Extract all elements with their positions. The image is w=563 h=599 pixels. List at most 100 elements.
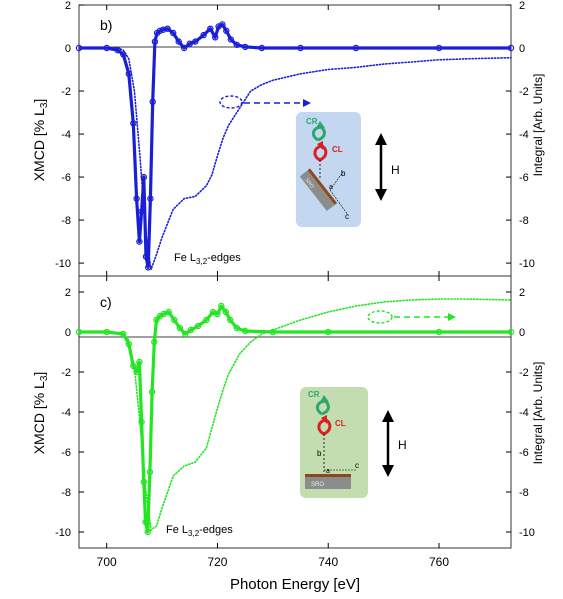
panel-b-cr-arrowhead-icon [316, 121, 325, 128]
panel-b-data-point [159, 26, 167, 33]
panel-b-data-point [136, 238, 143, 245]
panel-c-integral-arrowhead [448, 313, 456, 321]
panel-c-data-point [140, 478, 147, 486]
panel-c-data-point [194, 322, 202, 330]
panel-c-data-point [142, 518, 149, 526]
panel-c-left-tick-label: -4 [61, 407, 71, 419]
panel-c-axis-b-label: b [317, 449, 322, 458]
panel-b-integral-line [78, 47, 512, 270]
panel-c-data-point [226, 316, 234, 324]
panel-b-cl-arrowhead-icon [317, 141, 323, 150]
panel-c-right-tick-label: -4 [519, 407, 529, 419]
panel-c-right-tick-label: 0 [519, 327, 525, 339]
panel-b: 2 0 -2 -4 -6 -8 -10 2 0 -2 -4 -6 -8 -10 b) Fe L3,2-e… [31, 0, 545, 277]
panel-c-data-point [165, 308, 172, 316]
panel-c-data-point [133, 368, 140, 376]
panel-c: 2 0 -2 -4 -6 -8 -10 2 0 -2 -4 -6 -8 -10 c) Fe L3,2-e… [31, 275, 545, 549]
panel-b-right-tick-label: 0 [519, 43, 525, 55]
panel-b-right-tick-label: 2 [519, 0, 525, 12]
panel-b-data-point [200, 31, 207, 39]
panel-b-right-tick-label: -6 [519, 172, 529, 184]
panel-b-data-point [130, 120, 137, 127]
panel-c-left-ticks: 2 0 -2 -4 -6 -8 -10 [55, 287, 84, 539]
panel-b-data-point [186, 40, 193, 47]
panel-c-cr-label: CR [308, 390, 320, 399]
panel-b-data-point [133, 195, 140, 202]
panel-c-right-tick-label: -10 [519, 527, 535, 539]
panel-b-field-arrow-icon [375, 133, 387, 201]
panel-c-field-label: H [398, 438, 407, 452]
panel-c-left-tick-label: -2 [61, 367, 71, 379]
panel-c-left-tick-label: -10 [55, 527, 71, 539]
x-axis-tick-labels: 700 720 740 760 [97, 555, 450, 569]
panel-c-field-arrow-icon [382, 410, 394, 477]
panel-b-data-point [219, 21, 226, 28]
panel-c-data-point [507, 328, 515, 336]
panel-b-sro-substrate [299, 170, 335, 212]
panel-b-left-tick-label: -4 [61, 129, 71, 141]
panel-b-left-tick-label: -10 [55, 258, 71, 270]
panel-b-axis-c-label: c [345, 212, 349, 221]
panel-c-left-tick-label: 2 [65, 287, 71, 299]
panel-b-right-ticks: 2 0 -2 -4 -6 -8 -10 [506, 0, 535, 270]
panel-c-data-point [218, 302, 225, 310]
panel-c-data-point [187, 326, 195, 334]
panel-b-data-point [147, 195, 154, 202]
panel-b-right-tick-label: -10 [519, 258, 535, 270]
panel-b-edge-annotation: Fe L3,2-edges [174, 252, 241, 266]
panel-b-data-point [192, 38, 199, 45]
panel-c-data-point [203, 316, 210, 324]
panel-c-cr-arrowhead-icon [320, 395, 329, 402]
panel-b-inset-background [296, 112, 361, 227]
panel-b-axis-c-line [329, 189, 349, 216]
panel-c-axis-a-label: a [326, 468, 330, 475]
panel-c-ylabel-right: Integral [Arb. Units] [531, 362, 545, 465]
panel-b-sro-label: SRO [303, 177, 314, 189]
panel-b-data-point [156, 27, 164, 34]
panel-c-data-point [144, 528, 151, 536]
panel-b-axis-a-label: a [329, 184, 333, 191]
panel-b-data-point [223, 27, 230, 34]
panel-c-right-ticks: 2 0 -2 -4 -6 -8 -10 [506, 287, 535, 539]
panel-c-data-point [241, 327, 249, 335]
panel-b-ylabel-left: XMCD [% L3] [31, 99, 50, 182]
panel-b-left-tick-label: 2 [65, 0, 71, 12]
panel-c-left-tick-label: -6 [61, 447, 71, 459]
panel-c-data-point [325, 328, 332, 336]
panel-b-cl-label: CL [332, 145, 343, 154]
x-tick-label: 700 [97, 555, 117, 569]
panel-c-right-tick-label: 2 [519, 287, 525, 299]
panel-b-data-point [175, 38, 182, 45]
panel-c-xmcd-line [79, 304, 511, 534]
x-axis-label: Photon Energy [eV] [230, 576, 360, 593]
panel-b-integral-marker [219, 95, 243, 109]
panel-b-label: b) [100, 17, 112, 33]
panel-c-data-point [435, 328, 443, 336]
panel-b-sample: SRO [299, 168, 338, 212]
panel-b-data-point [149, 98, 156, 106]
panel-b-data-point [211, 34, 219, 41]
panel-c-edge-annotation: Fe L3,2-edges [166, 524, 233, 538]
panel-c-data-point [146, 468, 154, 476]
panel-c-data-point [222, 308, 229, 316]
panel-c-right-tick-label: -8 [519, 487, 529, 499]
panel-c-geometry-inset: CR CL b c a SRO [300, 387, 368, 498]
panel-b-cr-label: CR [306, 117, 318, 126]
panel-c-data-point [136, 358, 143, 366]
panel-b-left-ticks: 2 0 -2 -4 -6 -8 -10 [55, 0, 84, 270]
panel-b-geometry-inset: CR CL SRO b c a [296, 112, 361, 227]
panel-c-film-layer [305, 474, 351, 477]
panel-b-axis-b-line [329, 171, 344, 191]
panel-b-data-point [258, 44, 265, 52]
panel-b-data-point [241, 43, 249, 51]
panel-c-series [75, 298, 515, 536]
panel-c-data-point [171, 316, 178, 324]
panel-b-left-tick-label: -6 [61, 172, 71, 184]
panel-c-right-tick-label: -2 [519, 367, 529, 379]
panel-b-right-tick-label: -8 [519, 215, 529, 227]
panel-b-frame [78, 4, 512, 277]
panel-c-left-tick-label: -8 [61, 487, 71, 499]
panel-b-ylabel-right: Integral [Arb. Units] [531, 74, 545, 177]
panel-b-data-point [507, 44, 515, 52]
panel-c-cl-label: CL [335, 419, 346, 428]
